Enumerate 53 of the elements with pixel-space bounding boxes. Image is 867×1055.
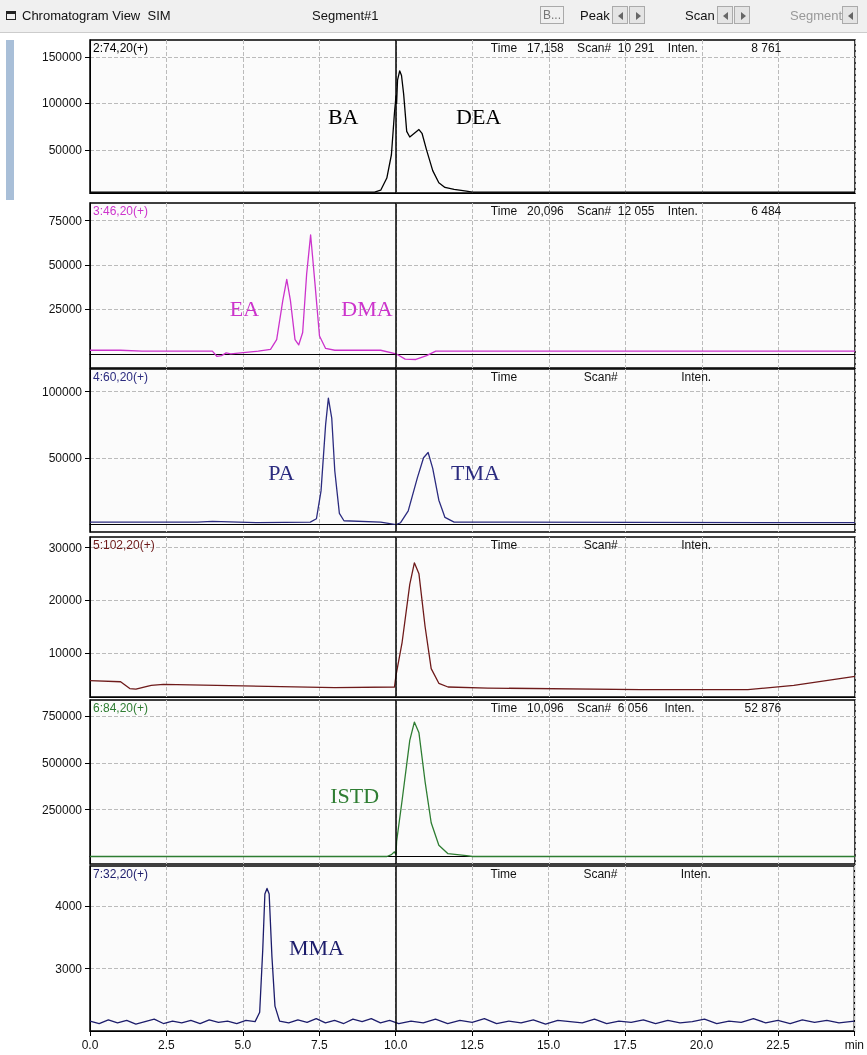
- annotation: DEA: [456, 104, 502, 129]
- x-tick-label: 15.0: [536, 1038, 561, 1052]
- x-tick-label: 22.5: [766, 1038, 790, 1052]
- x-tick-label: 0.0: [81, 1038, 99, 1052]
- annotation: Time 10,096 Scan# 6 056 Inten. 52 876: [490, 701, 782, 715]
- y-tick-label: 750000: [41, 708, 83, 723]
- x-tick-label: 17.5: [613, 1038, 638, 1052]
- text: Scan: [685, 8, 715, 23]
- text: 5:102,20(+): [93, 538, 155, 552]
- x-tick-label: 12.5: [460, 1038, 485, 1052]
- y-tick-label: 25000: [48, 302, 83, 317]
- annotation: TMA: [451, 460, 501, 486]
- x-tick-label: 5.0: [234, 1038, 252, 1052]
- y-tick-label: 10000: [48, 645, 83, 660]
- y-tick-label: 250000: [41, 802, 83, 817]
- x-tick-label: 10.0: [384, 1038, 408, 1052]
- text: Peak: [580, 8, 610, 23]
- text: B...: [540, 6, 565, 24]
- x-tick-label: 7.5: [310, 1038, 328, 1052]
- annotation: ISTD: [330, 782, 380, 808]
- y-tick-label: 75000: [48, 213, 83, 228]
- x-tick-label: 2.5: [158, 1038, 176, 1052]
- y-tick-label: 50000: [48, 450, 83, 465]
- annotation: Time Scan# Inten.: [490, 370, 712, 384]
- text: 2:74,20(+): [93, 41, 149, 55]
- annotation: MMA: [288, 935, 345, 961]
- annotation: EA: [229, 296, 260, 322]
- y-tick-label: 30000: [48, 540, 83, 555]
- text: 6:84,20(+): [93, 701, 149, 715]
- annotation: Time Scan# Inten.: [490, 867, 711, 881]
- y-tick-label: 4000: [55, 899, 83, 914]
- x-tick-label: min: [844, 1038, 864, 1052]
- chart-subtitle: Segment#1: [312, 8, 379, 23]
- annotation: DMA: [341, 296, 393, 322]
- text: Segment: [790, 8, 843, 23]
- y-tick-label: 150000: [41, 49, 83, 64]
- text: 7:32,20(+): [93, 867, 149, 881]
- y-tick-label: 100000: [41, 384, 83, 399]
- y-tick-label: 500000: [41, 755, 83, 770]
- text: 4:60,20(+): [93, 370, 149, 384]
- annotation: Time 17,158 Scan# 10 291 Inten. 8 761: [490, 41, 782, 55]
- y-tick-label: 3000: [55, 961, 83, 976]
- y-tick-label: 50000: [48, 143, 83, 158]
- annotation: BA: [327, 104, 359, 129]
- x-tick-label: 20.0: [689, 1038, 714, 1052]
- annotation: Time 20,096 Scan# 12 055 Inten. 6 484: [490, 204, 782, 218]
- y-tick-label: 20000: [48, 593, 83, 608]
- text: 3:46,20(+): [93, 204, 149, 218]
- annotation: PA: [268, 460, 295, 486]
- annotation: Time Scan# Inten.: [490, 538, 712, 552]
- y-tick-label: 50000: [48, 258, 83, 273]
- y-tick-label: 100000: [41, 96, 83, 111]
- chart-title: Chromatogram View SIM: [22, 8, 171, 23]
